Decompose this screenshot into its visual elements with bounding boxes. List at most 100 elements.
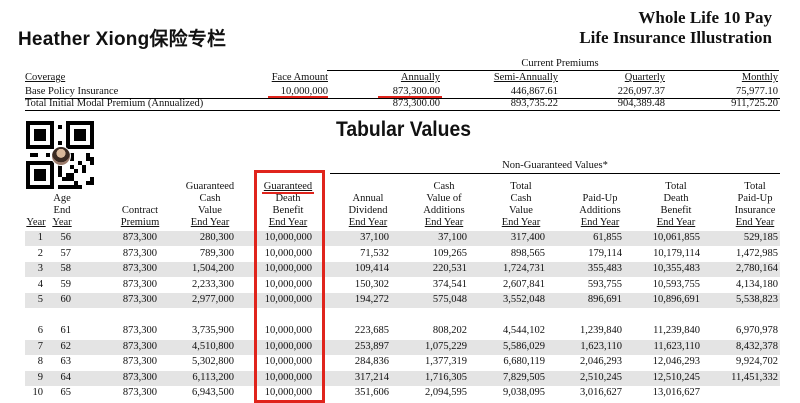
qr-module [66, 129, 70, 133]
column-header-3-line-2: Value [198, 205, 222, 216]
table-cell-r8-c10: 9,924,702 [736, 356, 778, 367]
qr-module [58, 165, 62, 169]
qr-module [90, 181, 94, 185]
qr-module [82, 169, 86, 173]
qr-module [90, 161, 94, 165]
qr-module [66, 121, 70, 125]
qr-module [66, 125, 70, 129]
qr-module [30, 161, 34, 165]
total-premium-label: Total Initial Modal Premium (Annualized) [25, 98, 204, 109]
table-cell-r2-c3: 789,300 [199, 248, 234, 259]
table-cell-r9-c9: 12,510,245 [652, 372, 700, 383]
qr-module [78, 145, 82, 149]
qr-module [82, 133, 86, 137]
qr-module [78, 185, 82, 189]
table-cell-r1-c10: 529,185 [743, 232, 778, 243]
quarterly-header: Quarterly [624, 72, 665, 83]
table-cell-r5-c3: 2,977,000 [192, 294, 234, 305]
qr-module [34, 133, 38, 137]
qr-module [26, 121, 30, 125]
qr-module [50, 121, 54, 125]
qr-module [78, 161, 82, 165]
table-cell-r8-c0: 8 [37, 356, 43, 367]
column-header-4-line-2: Benefit [272, 205, 304, 216]
table-cell-r9-c0: 9 [37, 372, 43, 383]
qr-module [90, 141, 94, 145]
column-header-2-line-3: Premium [120, 217, 160, 228]
qr-module [58, 169, 62, 173]
qr-module [66, 137, 70, 141]
qr-module [38, 129, 42, 133]
table-cell-r6-c3: 3,735,900 [192, 325, 234, 336]
qr-module [26, 161, 30, 165]
qr-module [50, 173, 54, 177]
table-cell-r4-c5: 150,302 [354, 279, 389, 290]
column-header-4-line-0: Guaranteed [263, 181, 313, 192]
qr-avatar-image [51, 146, 71, 166]
table-cell-r4-c10: 4,134,180 [736, 279, 778, 290]
qr-module [42, 145, 46, 149]
table-cell-r4-c3: 2,233,300 [192, 279, 234, 290]
qr-module [74, 169, 78, 173]
table-cell-r1-c3: 280,300 [199, 232, 234, 243]
table-cell-r2-c1: 57 [60, 248, 72, 259]
qr-module [70, 121, 74, 125]
table-cell-r8-c7: 6,680,119 [503, 356, 545, 367]
qr-module [82, 137, 86, 141]
column-header-8-line-3: End Year [580, 217, 620, 228]
qr-module [82, 165, 86, 169]
table-cell-r4-c8: 593,755 [587, 279, 622, 290]
qr-module [82, 129, 86, 133]
base-face-amount: 10,000,000 [280, 86, 328, 97]
table-cell-r5-c8: 896,691 [587, 294, 622, 305]
qr-module [74, 133, 78, 137]
qr-module [90, 129, 94, 133]
qr-module [38, 121, 42, 125]
qr-module [90, 157, 94, 161]
qr-module [34, 177, 38, 181]
table-cell-r3-c3: 1,504,200 [192, 263, 234, 274]
qr-module [38, 169, 42, 173]
qr-module [66, 145, 70, 149]
qr-module [50, 133, 54, 137]
table-cell-r2-c10: 1,472,985 [736, 248, 778, 259]
table-cell-r5-c2: 873,300 [122, 294, 157, 305]
column-header-5-line-1: Annual [352, 193, 384, 204]
table-cell-r3-c10: 2,780,164 [736, 263, 778, 274]
table-cell-r9-c6: 1,716,305 [425, 372, 467, 383]
total-semi-annually: 893,735.22 [510, 98, 558, 109]
table-cell-r5-c0: 5 [37, 294, 43, 305]
table-cell-r9-c1: 64 [60, 372, 72, 383]
doc-title-line2: Life Insurance Illustration [579, 28, 772, 47]
semi-annually-header: Semi-Annually [493, 72, 558, 83]
table-cell-r4-c9: 10,593,755 [652, 279, 700, 290]
table-cell-r2-c7: 898,565 [510, 248, 545, 259]
table-cell-r9-c8: 2,510,245 [580, 372, 622, 383]
table-cell-r7-c6: 1,075,229 [425, 341, 467, 352]
table-cell-r10-c2: 873,300 [122, 387, 157, 398]
qr-module [70, 145, 74, 149]
column-header-6-line-1: Value of [426, 193, 462, 204]
qr-module [50, 181, 54, 185]
qr-module [86, 157, 90, 161]
qr-module [42, 161, 46, 165]
table-cell-r6-c7: 4,544,102 [503, 325, 545, 336]
qr-module [34, 129, 38, 133]
table-cell-r5-c6: 575,048 [432, 294, 467, 305]
qr-module [90, 121, 94, 125]
qr-module [46, 145, 50, 149]
table-cell-r6-c6: 808,202 [432, 325, 467, 336]
table-cell-r7-c1: 62 [60, 341, 72, 352]
table-cell-r3-c0: 3 [37, 263, 43, 274]
qr-module [62, 185, 66, 189]
column-header-9-line-0: Total [665, 181, 687, 192]
non-guaranteed-label: Non-Guaranteed Values* [502, 160, 608, 171]
column-header-10-line-1: Paid-Up [737, 193, 773, 204]
base-monthly: 75,977.10 [736, 86, 778, 97]
table-cell-r8-c2: 873,300 [122, 356, 157, 367]
coverage-header: Coverage [25, 72, 66, 83]
qr-module [86, 153, 90, 157]
qr-module [42, 185, 46, 189]
table-cell-r5-c10: 5,538,823 [736, 294, 778, 305]
qr-module [42, 177, 46, 181]
